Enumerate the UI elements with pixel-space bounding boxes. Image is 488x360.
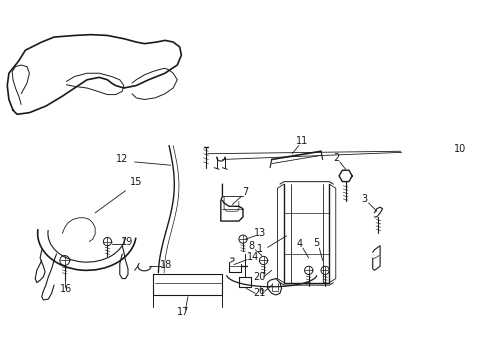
- Text: 8: 8: [248, 242, 254, 251]
- Text: 19: 19: [121, 237, 133, 247]
- Text: 21: 21: [253, 288, 265, 298]
- Text: 18: 18: [160, 260, 172, 270]
- Text: 12: 12: [116, 154, 128, 164]
- Text: 3: 3: [361, 194, 367, 204]
- Text: 2: 2: [333, 153, 339, 163]
- Text: 1: 1: [257, 244, 263, 254]
- Text: 5: 5: [313, 238, 319, 248]
- Text: 16: 16: [60, 284, 72, 293]
- Text: 6: 6: [258, 286, 264, 296]
- Text: 13: 13: [253, 228, 265, 238]
- Text: 20: 20: [253, 272, 265, 282]
- Text: 7: 7: [242, 187, 248, 197]
- Text: 14: 14: [246, 252, 258, 262]
- Text: 17: 17: [177, 307, 189, 317]
- Text: 11: 11: [296, 136, 308, 147]
- Text: 15: 15: [130, 177, 142, 188]
- Text: 10: 10: [453, 144, 466, 154]
- Text: 4: 4: [296, 239, 302, 248]
